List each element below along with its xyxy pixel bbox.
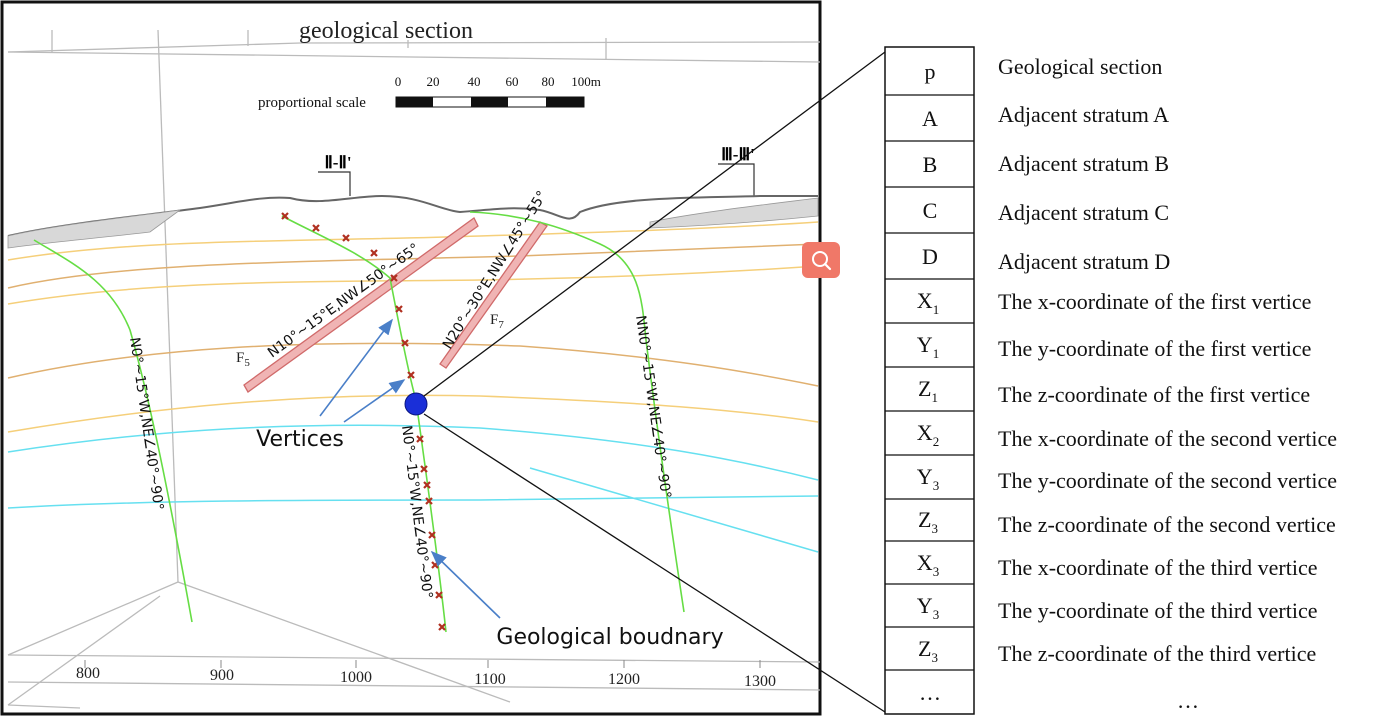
scale-tick: 80	[542, 74, 555, 89]
legend-code: Y3	[917, 464, 939, 493]
legend-code: Y1	[917, 332, 939, 361]
legend-description: Adjacent stratum C	[998, 200, 1169, 225]
perspective-box	[7, 29, 821, 709]
svg-text:Ⅱ-Ⅱ': Ⅱ-Ⅱ'	[324, 153, 351, 172]
boundary-right	[469, 211, 685, 613]
magnifier-icon	[812, 251, 832, 271]
legend-code: D	[922, 244, 938, 269]
boundary-arrow	[430, 550, 501, 619]
legend-code: p	[925, 59, 936, 84]
legend-description: The y-coordinate of the first vertice	[998, 336, 1311, 361]
legend-code: C	[923, 198, 938, 223]
legend-description: The x-coordinate of the second vertice	[998, 426, 1337, 451]
section-marker-left: Ⅱ-Ⅱ'	[318, 153, 352, 196]
legend-description: …	[1177, 688, 1199, 713]
vertex-markers	[281, 212, 446, 631]
geological-boundaries	[33, 211, 685, 633]
topography	[7, 194, 819, 249]
legend-code: Z3	[918, 507, 938, 536]
legend-code: B	[923, 152, 938, 177]
boundary-center	[281, 215, 447, 633]
legend-description: The z-coordinate of the second vertice	[998, 512, 1336, 537]
geological-section-panel: 800 900 1000 1100 1200 1300 geological s…	[0, 0, 822, 716]
svg-text:Ⅲ-Ⅲ': Ⅲ-Ⅲ'	[721, 145, 755, 164]
scale-tick: 20	[427, 74, 440, 89]
vertices-arrow-1	[319, 318, 393, 417]
fault-f5-label: F5	[236, 350, 250, 369]
x-tick-label: 1100	[474, 671, 505, 688]
legend-code: …	[919, 680, 941, 705]
x-tick-label: 900	[210, 667, 234, 684]
x-tick-label: 800	[76, 665, 100, 682]
legend-code: Z3	[918, 636, 938, 665]
scale-tick: 40	[468, 74, 481, 89]
boundary-annotation: Geological boudnary	[496, 625, 723, 650]
scale-bar: proportional scale 0 20 40 60 80 100m	[258, 74, 601, 111]
section-title: geological section	[299, 18, 473, 44]
scale-tick: 0	[395, 74, 402, 89]
vertices-label: Vertices	[256, 427, 344, 452]
fault-f7	[439, 221, 548, 369]
legend-description: The x-coordinate of the first vertice	[998, 289, 1311, 314]
boundary-left	[33, 239, 193, 623]
legend-code: X2	[917, 420, 939, 449]
zoom-button[interactable]	[802, 242, 840, 278]
callout-lines	[423, 51, 886, 713]
legend-code: X1	[917, 288, 939, 317]
legend-description: Adjacent stratum D	[998, 249, 1170, 274]
legend-description: Adjacent stratum A	[998, 102, 1169, 127]
legend-description: The z-coordinate of the first vertice	[998, 382, 1310, 407]
legend-description: The y-coordinate of the third vertice	[998, 598, 1317, 623]
section-marker-right: Ⅲ-Ⅲ'	[718, 145, 755, 196]
highlighted-vertex	[404, 392, 428, 416]
scale-tick: 100m	[571, 74, 601, 89]
legend-code: X3	[917, 550, 939, 579]
annotation-arrows	[319, 318, 501, 619]
fault-f5	[243, 217, 479, 393]
legend-description: The x-coordinate of the third vertice	[998, 555, 1317, 580]
fault-f7-label: F7	[490, 312, 504, 331]
x-tick-label: 1200	[608, 671, 640, 688]
scale-label: proportional scale	[258, 95, 366, 111]
x-tick-label: 1300	[744, 673, 776, 690]
x-axis	[84, 660, 761, 668]
legend-description: The y-coordinate of the second vertice	[998, 468, 1337, 493]
legend-description: Adjacent stratum B	[998, 151, 1169, 176]
legend-table: p A B C D X1 Y1 Z1 X2 Y3 Z3 X3 Y3 Z3 … G…	[884, 46, 1337, 715]
strata-lines	[7, 221, 819, 553]
legend-code: Z1	[918, 376, 938, 405]
vertices-arrow-2	[343, 379, 406, 423]
legend-code: A	[922, 106, 938, 131]
legend-code: Y3	[917, 593, 939, 622]
scale-tick: 60	[506, 74, 519, 89]
x-tick-label: 1000	[340, 669, 372, 686]
legend-description: The z-coordinate of the third vertice	[998, 641, 1316, 666]
legend-description: Geological section	[998, 54, 1162, 79]
